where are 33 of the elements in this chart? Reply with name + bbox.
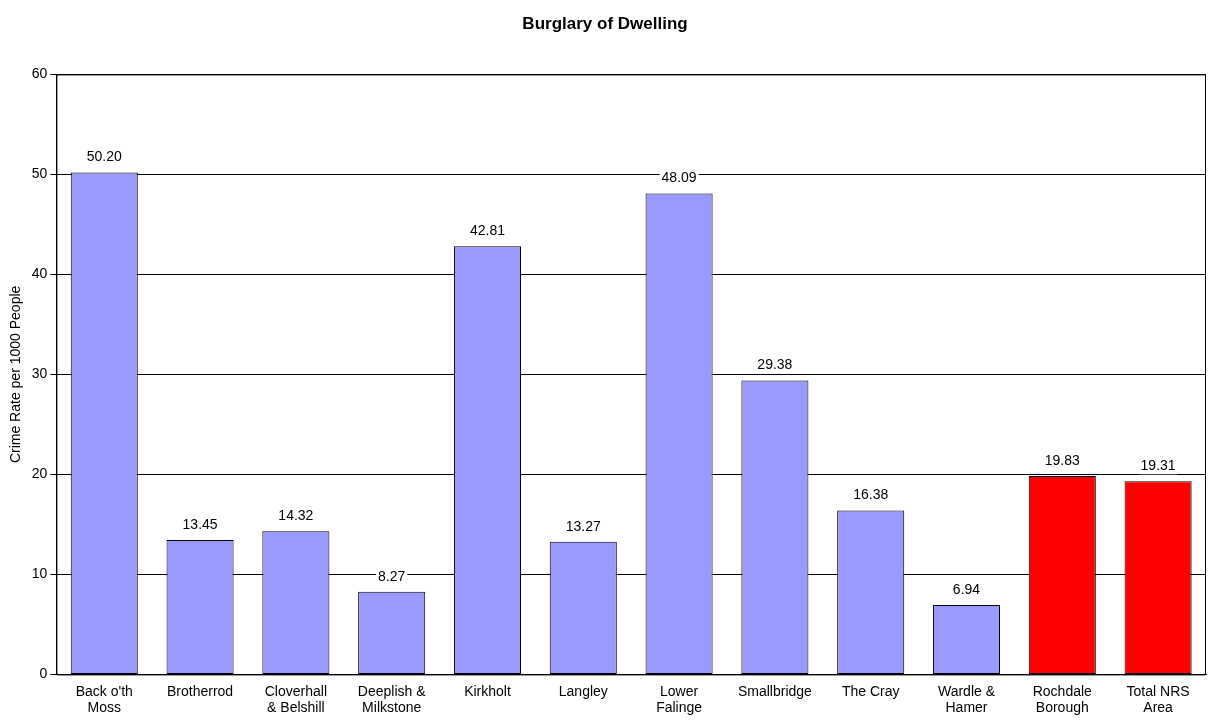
x-tick-label: Kirkholt [464, 682, 511, 699]
data-label: 14.32 [278, 507, 314, 524]
y-tick-label: 60 [31, 65, 48, 82]
y-tick-label: 10 [31, 565, 48, 582]
data-label: 48.09 [661, 169, 697, 186]
y-tick-label: 50 [31, 165, 48, 182]
x-tick-label: Wardle & Hamer [937, 682, 996, 716]
x-tick-label: Langley [558, 682, 608, 699]
y-tick-label: 30 [31, 365, 48, 382]
x-tick-label: Deeplish & Milkstone [357, 682, 427, 716]
data-label: 42.81 [469, 222, 506, 239]
data-label: 13.27 [565, 517, 602, 534]
x-tick-label: Back o'th Moss [75, 682, 133, 716]
data-label: 16.38 [853, 486, 889, 503]
chart-title: Burglary of Dwelling [522, 13, 688, 33]
x-tick-label: Total NRS Area [1126, 682, 1190, 716]
y-tick-label: 40 [31, 265, 48, 282]
data-label: 6.94 [952, 580, 981, 597]
x-tick-label: Brotherrod [167, 682, 234, 699]
data-label: 8.27 [378, 567, 406, 584]
data-label: 19.83 [1044, 451, 1081, 468]
x-tick-label: Lower Falinge [656, 682, 703, 716]
data-label: 50.20 [86, 148, 122, 165]
x-tick-label: Rochdale Borough [1032, 682, 1093, 716]
y-tick-label: 20 [31, 465, 48, 482]
y-tick-label: 0 [39, 665, 48, 682]
data-label: 13.45 [182, 515, 218, 532]
data-label: 19.31 [1140, 457, 1176, 474]
y-axis-title: Crime Rate per 1000 People [7, 285, 24, 464]
x-tick-label: Smallbridge [737, 682, 813, 699]
data-label: 29.38 [757, 356, 793, 373]
x-tick-label: Cloverhall & Belshill [264, 682, 327, 716]
x-tick-label: The Cray [841, 682, 900, 699]
